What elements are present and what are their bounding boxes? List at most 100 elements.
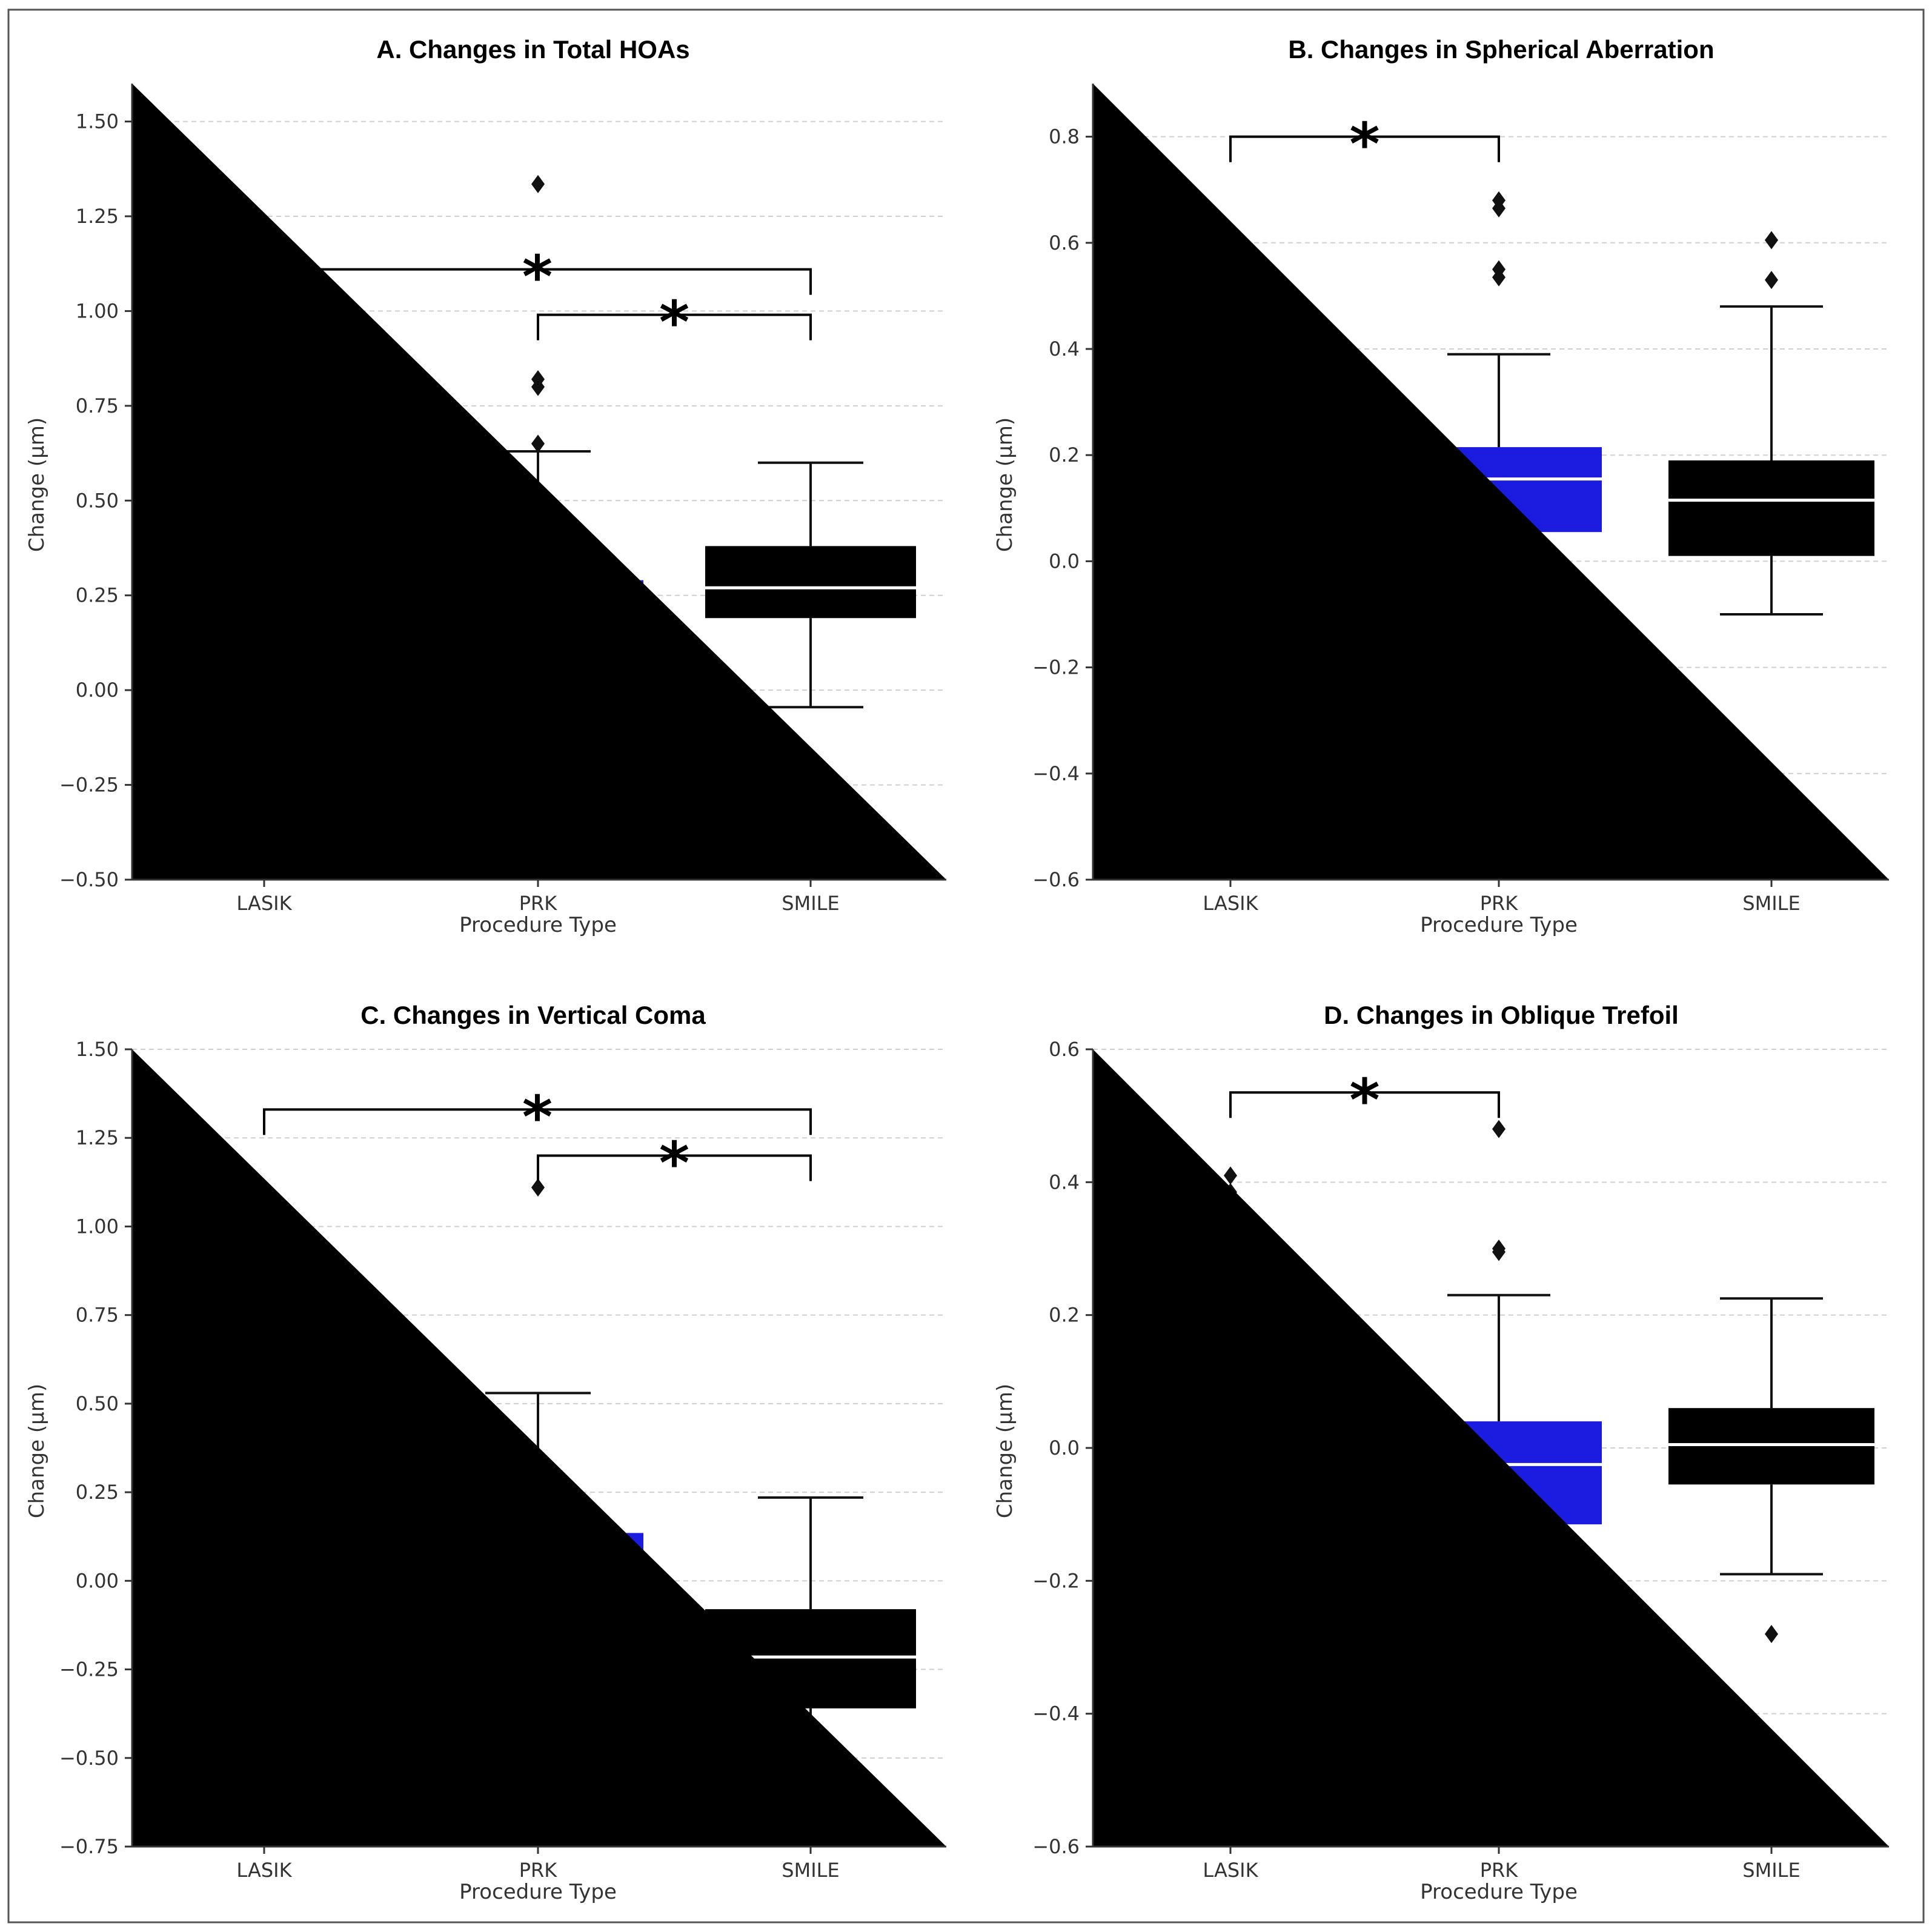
- outlier-point: [1492, 1240, 1505, 1258]
- y-tick-label: 0.00: [76, 1569, 119, 1592]
- significance-star: *: [1349, 1066, 1379, 1134]
- panel-c: C. Changes in Vertical Coma Change (µm) …: [25, 1001, 946, 1904]
- outlier-point: [1492, 1120, 1505, 1138]
- panel-a-title: A. Changes in Total HOAs: [376, 35, 689, 64]
- y-tick-label: 1.50: [76, 1038, 119, 1061]
- y-tick-label: 0.0: [1049, 1436, 1080, 1459]
- significance-star: *: [659, 1129, 689, 1197]
- y-tick-label: −0.50: [59, 868, 119, 891]
- y-tick-label: 0.00: [76, 679, 119, 702]
- y-tick-label: −0.25: [59, 1658, 119, 1681]
- box-smile: [1668, 231, 1874, 616]
- y-tick-label: −0.4: [1032, 1702, 1080, 1725]
- y-tick-label: 0.50: [76, 1392, 119, 1415]
- outlier-point: [531, 174, 545, 193]
- iqr-box: [705, 546, 916, 619]
- y-tick-label: −0.25: [59, 774, 119, 797]
- y-tick-label: 0.4: [1049, 337, 1080, 360]
- outlier-point: [1765, 231, 1778, 250]
- y-tick-label: 0.2: [1049, 1304, 1080, 1327]
- x-tick-label: SMILE: [782, 892, 839, 915]
- panel-d-title: D. Changes in Oblique Trefoil: [1324, 1001, 1679, 1029]
- y-tick-label: 0.2: [1049, 443, 1080, 466]
- outlier-point: [531, 434, 545, 453]
- outlier-point: [1492, 191, 1505, 210]
- panel-b: B. Changes in Spherical Aberration Chang…: [993, 35, 1889, 937]
- panel-c-significance: **: [263, 1083, 812, 1197]
- panel-d-x-ticks: LASIK PRK SMILE: [1203, 1847, 1801, 1882]
- panel-a-xlabel: Procedure Type: [459, 913, 617, 937]
- significance-star: *: [522, 244, 553, 311]
- panel-b-axes: [1092, 84, 1889, 881]
- panel-a-y-ticks: −0.50 −0.25 0.00 0.25 0.50 0.75 1.00 1.25 1.50: [59, 110, 132, 891]
- panel-b-xlabel: Procedure Type: [1420, 913, 1578, 937]
- significance-bracket: [537, 1154, 812, 1181]
- y-tick-label: 0.6: [1049, 1038, 1080, 1061]
- x-tick-label: SMILE: [782, 1859, 839, 1882]
- y-tick-label: 0.4: [1049, 1170, 1080, 1193]
- outlier-point: [1765, 1625, 1778, 1644]
- panel-d-xlabel: Procedure Type: [1420, 1880, 1578, 1904]
- panel-c-x-ticks: LASIK PRK SMILE: [236, 1847, 840, 1882]
- y-tick-label: 0.0: [1049, 549, 1080, 573]
- box-smile: [1668, 1297, 1874, 1644]
- significance-bracket: [1229, 1091, 1500, 1118]
- panel-a: A. Changes in Total HOAs Change (µm) Pro…: [25, 35, 946, 937]
- y-tick-label: 1.00: [76, 299, 119, 322]
- outlier-point: [531, 370, 545, 389]
- panel-c-y-ticks: −0.75 −0.50 −0.25 0.00 0.25 0.50 0.75 1.00 1.25 1…: [59, 1038, 132, 1858]
- x-tick-label: SMILE: [1742, 1859, 1800, 1882]
- panel-c-xlabel: Procedure Type: [459, 1880, 617, 1904]
- y-tick-label: −0.50: [59, 1747, 119, 1770]
- panel-c-title: C. Changes in Vertical Coma: [360, 1001, 706, 1029]
- y-tick-label: −0.6: [1032, 868, 1080, 891]
- y-tick-label: −0.2: [1032, 656, 1080, 679]
- x-tick-label: PRK: [519, 1859, 558, 1882]
- x-tick-label: SMILE: [1742, 892, 1800, 915]
- significance-bracket: [263, 1108, 812, 1135]
- figure-frame: [7, 8, 1925, 1924]
- y-tick-label: 0.25: [76, 1481, 119, 1504]
- x-tick-label: PRK: [519, 892, 558, 915]
- significance-star: *: [1349, 111, 1379, 179]
- panel-b-ylabel: Change (µm): [993, 417, 1017, 552]
- outlier-point: [1492, 260, 1505, 279]
- panel-c-axes: [131, 1049, 946, 1848]
- panel-c-ylabel: Change (µm): [25, 1384, 49, 1518]
- panel-d-ylabel: Change (µm): [993, 1384, 1017, 1518]
- y-tick-label: 1.50: [76, 110, 119, 133]
- outlier-point: [1765, 271, 1778, 290]
- x-tick-label: PRK: [1480, 1859, 1519, 1882]
- y-tick-label: −0.2: [1032, 1569, 1080, 1592]
- panel-d-axes: [1092, 1049, 1889, 1848]
- y-tick-label: 0.75: [76, 1304, 119, 1327]
- x-tick-label: PRK: [1480, 892, 1519, 915]
- significance-star: *: [522, 1083, 553, 1151]
- y-tick-label: 0.50: [76, 489, 119, 512]
- x-tick-label: LASIK: [236, 892, 292, 915]
- panel-b-x-ticks: LASIK PRK SMILE: [1203, 880, 1801, 915]
- significance-bracket: [537, 313, 812, 340]
- panel-d: D. Changes in Oblique Trefoil Change (µm…: [993, 1001, 1889, 1904]
- y-tick-label: 0.75: [76, 394, 119, 417]
- x-tick-label: LASIK: [1203, 1859, 1258, 1882]
- panel-a-x-ticks: LASIK PRK SMILE: [236, 880, 840, 915]
- y-tick-label: −0.4: [1032, 762, 1080, 785]
- y-tick-label: 1.25: [76, 1126, 119, 1149]
- significance-bracket: [1229, 135, 1500, 162]
- y-tick-label: 0.25: [76, 584, 119, 607]
- x-tick-label: LASIK: [236, 1859, 292, 1882]
- panel-d-y-ticks: −0.6 −0.4 −0.2 0.0 0.2 0.4 0.6: [1032, 1038, 1093, 1858]
- iqr-box: [1668, 1408, 1874, 1485]
- panel-b-y-ticks: −0.6 −0.4 −0.2 0.0 0.2 0.4 0.6 0.8: [1032, 125, 1093, 891]
- y-tick-label: −0.75: [59, 1835, 119, 1858]
- significance-star: *: [659, 289, 689, 357]
- panel-d-significance: *: [1229, 1066, 1500, 1134]
- box-smile: [705, 461, 916, 709]
- panel-a-axes: [131, 84, 946, 881]
- panel-b-title: B. Changes in Spherical Aberration: [1288, 35, 1714, 64]
- panel-a-ylabel: Change (µm): [25, 417, 49, 552]
- outlier-point: [531, 1178, 545, 1197]
- iqr-box: [1668, 460, 1874, 556]
